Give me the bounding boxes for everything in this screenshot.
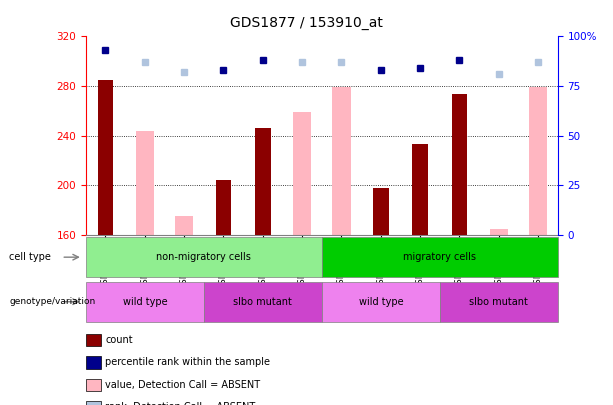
Bar	[440, 282, 558, 322]
Bar	[322, 282, 440, 322]
Text: rank, Detection Call = ABSENT: rank, Detection Call = ABSENT	[105, 402, 256, 405]
Text: genotype/variation: genotype/variation	[9, 297, 96, 306]
Bar	[255, 128, 271, 235]
Bar	[86, 237, 322, 277]
Bar	[216, 180, 231, 235]
Bar	[452, 94, 467, 235]
Bar	[86, 282, 204, 322]
Text: percentile rank within the sample: percentile rank within the sample	[105, 358, 270, 367]
Text: wild type: wild type	[359, 297, 403, 307]
Text: GDS1877 / 153910_at: GDS1877 / 153910_at	[230, 16, 383, 30]
Text: wild type: wild type	[123, 297, 167, 307]
Text: non-migratory cells: non-migratory cells	[156, 252, 251, 262]
Bar	[293, 112, 311, 235]
Bar	[135, 131, 154, 235]
Bar	[97, 80, 113, 235]
Bar	[175, 216, 193, 235]
Bar	[373, 188, 389, 235]
Text: cell type: cell type	[9, 252, 51, 262]
Text: slbo mutant: slbo mutant	[234, 297, 292, 307]
Bar	[204, 282, 322, 322]
Bar	[490, 229, 508, 235]
Text: slbo mutant: slbo mutant	[470, 297, 528, 307]
Bar	[413, 144, 428, 235]
Bar	[332, 87, 351, 235]
Bar	[322, 237, 558, 277]
Text: count: count	[105, 335, 133, 345]
Text: migratory cells: migratory cells	[403, 252, 476, 262]
Text: value, Detection Call = ABSENT: value, Detection Call = ABSENT	[105, 380, 261, 390]
Bar	[529, 87, 547, 235]
